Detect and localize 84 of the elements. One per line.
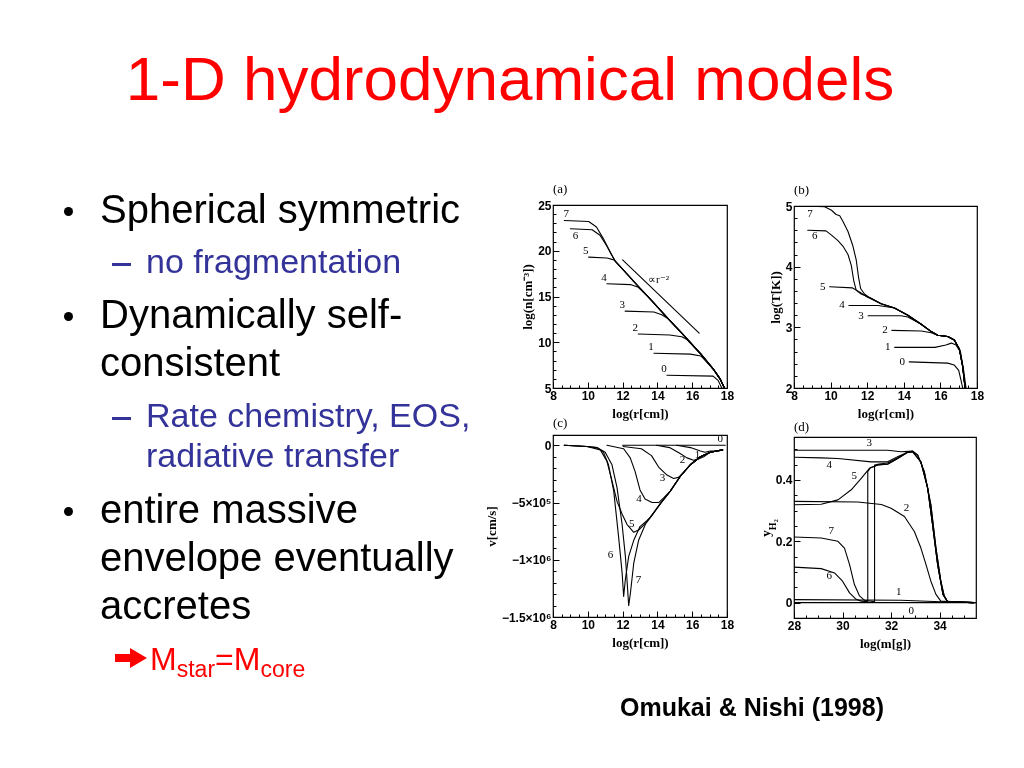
text: Omukai & Nishi (1998) [620, 692, 884, 722]
series-label: 1 [694, 448, 700, 461]
x-axis-title: log(m[g]) [860, 635, 912, 651]
series-label: 4 [826, 457, 833, 470]
series-label: 3 [858, 309, 865, 322]
series-label: 1 [885, 340, 891, 353]
series-label: 7 [807, 207, 814, 220]
y-tick-label: 0.4 [776, 473, 794, 488]
x-tick-label: 16 [685, 388, 700, 403]
series-label: 5 [628, 517, 635, 530]
x-tick-label: 16 [934, 388, 949, 403]
series-label: 5 [820, 279, 827, 292]
x-tick-label: 8 [791, 388, 799, 403]
text: Dynamically self-consistent [100, 291, 404, 386]
series-label: 3 [866, 435, 873, 448]
series-label: 4 [600, 270, 607, 283]
x-tick-label: 18 [720, 617, 735, 632]
x-tick-label: 28 [788, 618, 802, 633]
series-label: ∝r⁻² [647, 272, 670, 285]
chart-title: (d) [794, 418, 810, 434]
x-tick-label: 12 [616, 388, 630, 403]
series-label: 2 [679, 453, 686, 466]
x-tick-label: 12 [616, 617, 630, 632]
series-label: 2 [882, 323, 888, 336]
x-axis-title: log(r[cm]) [612, 634, 669, 650]
series-label: 5 [582, 243, 589, 256]
series-label: 6 [812, 229, 819, 242]
series-label: 6 [826, 568, 833, 581]
x-tick-label: 10 [824, 388, 839, 403]
y-tick-label: −1×10⁶ [511, 553, 552, 568]
series-label: 2 [632, 320, 638, 333]
series-label: 3 [659, 471, 666, 484]
x-tick-label: 10 [581, 388, 595, 403]
x-tick-label: 30 [836, 618, 851, 633]
series-label: 0 [899, 355, 906, 368]
text: Spherical symmetric [100, 186, 461, 233]
x-tick-label: 10 [581, 617, 595, 632]
y-tick-label: 20 [537, 243, 552, 258]
text: entire massive envelope eventually accretes [100, 486, 455, 629]
series-label: 6 [572, 228, 579, 241]
series-label: 0 [660, 361, 667, 374]
series-label: 5 [851, 469, 858, 482]
series-label: 4 [635, 492, 642, 505]
series-label: 7 [635, 572, 642, 585]
series-label: 4 [839, 298, 846, 311]
y-axis-title: log(T[K]) [768, 271, 784, 325]
x-tick-label: 34 [933, 618, 948, 633]
x-tick-label: 32 [885, 618, 899, 633]
series-label: 2 [903, 501, 910, 514]
x-tick-label: 16 [685, 617, 700, 632]
x-tick-label: 14 [897, 388, 912, 403]
text: Rate chemistry, EOS, radiative transfer [146, 395, 472, 475]
series-label: 7 [828, 523, 835, 536]
y-tick-label: 0.2 [776, 534, 794, 549]
x-tick-label: 14 [650, 388, 665, 403]
series-label: 7 [563, 206, 570, 219]
text: 1-D hydrodynamical models [125, 43, 895, 115]
x-tick-label: 14 [650, 617, 665, 632]
chart-title: (c) [552, 415, 568, 431]
series-label: 6 [607, 547, 614, 560]
x-tick-label: 18 [720, 388, 735, 403]
y-tick-label: 0 [544, 438, 552, 453]
y-tick-label: 15 [537, 289, 552, 304]
y-tick-label: 3 [786, 321, 794, 336]
x-tick-label: 18 [971, 388, 985, 403]
y-tick-label: 5 [544, 381, 552, 396]
series-label: 1 [647, 339, 654, 352]
series-label: 1 [896, 584, 902, 597]
y-axis-title: log(n[cm⁻³]) [519, 263, 535, 330]
series-label: 3 [619, 297, 626, 310]
x-axis-title: log(r[cm]) [612, 405, 669, 421]
text: no fragmentation [146, 241, 402, 281]
legend-label: 0 [908, 603, 915, 616]
x-tick-label: 12 [861, 388, 875, 403]
y-axis-title: v[cm/s] [483, 506, 499, 547]
y-tick-label: −5×10⁵ [511, 496, 552, 511]
y-tick-label: 25 [537, 198, 552, 213]
y-tick-label: 4 [786, 260, 794, 275]
text: M$_{star}$=M$_{core}$ [150, 640, 306, 682]
y-tick-label: 0 [786, 595, 794, 610]
x-axis-title: log(r[cm]) [858, 405, 915, 421]
y-tick-label: −1.5×10⁶ [501, 610, 552, 625]
y-tick-label: 5 [786, 199, 794, 214]
y-tick-label: 10 [537, 335, 552, 350]
